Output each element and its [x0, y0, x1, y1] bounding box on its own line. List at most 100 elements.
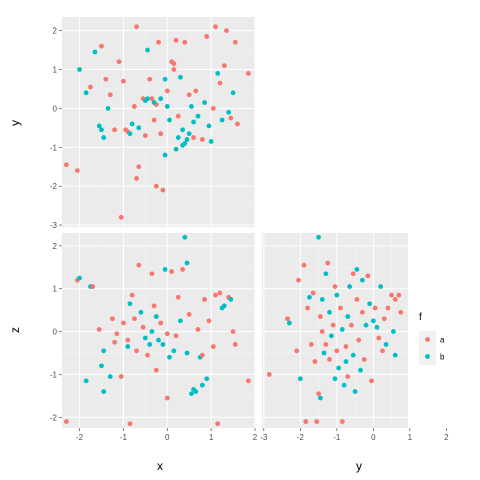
point-b: [188, 104, 194, 109]
point-a: [232, 342, 238, 347]
point-b: [286, 320, 292, 326]
point-b: [383, 342, 389, 347]
point-a: [129, 292, 135, 298]
point-b: [167, 354, 172, 360]
point-a: [246, 70, 251, 76]
point-b: [228, 297, 234, 302]
legend-label-b: b: [440, 353, 445, 362]
point-a: [175, 113, 181, 119]
point-a: [294, 348, 300, 354]
point-b: [204, 376, 210, 382]
point-a: [149, 96, 155, 102]
point-b: [77, 67, 82, 72]
point-a: [173, 333, 179, 339]
point-a: [186, 92, 192, 98]
x-tick-label: 2: [444, 433, 449, 442]
point-b: [318, 395, 323, 401]
point-a: [356, 337, 362, 343]
panel-z-vs-x: -2 -1 0 1 2 -2 -1 0 1 2: [50, 233, 258, 442]
point-b: [339, 327, 345, 332]
point-a: [213, 24, 218, 30]
point-a: [164, 88, 170, 94]
point-a: [131, 316, 137, 322]
point-a: [90, 284, 96, 289]
y-tick-label: -2: [50, 413, 58, 422]
y-tick-label: -2: [50, 182, 58, 191]
point-b: [316, 234, 321, 240]
point-a: [221, 63, 227, 69]
point-b: [184, 350, 190, 356]
point-b: [184, 137, 190, 142]
x-tick-label: 2: [253, 433, 258, 442]
point-b: [208, 139, 214, 144]
point-b: [162, 267, 168, 272]
point-a: [193, 88, 199, 94]
point-b: [184, 260, 190, 266]
point-b: [96, 123, 102, 129]
point-a: [350, 271, 356, 277]
point-b: [77, 275, 82, 281]
point-b: [350, 352, 356, 358]
point-a: [376, 335, 382, 341]
point-a: [134, 348, 139, 354]
point-a: [74, 168, 80, 174]
point-b: [164, 104, 170, 109]
point-a: [215, 421, 221, 427]
point-a: [112, 127, 118, 133]
point-a: [334, 348, 340, 354]
point-a: [296, 277, 301, 283]
point-b: [145, 47, 150, 53]
point-b: [391, 329, 396, 334]
point-b: [158, 96, 164, 102]
y-tick-label: 2: [53, 27, 58, 36]
point-a: [228, 115, 234, 121]
point-b: [297, 376, 303, 382]
point-b: [221, 303, 227, 309]
point-a: [210, 344, 216, 349]
point-b: [307, 294, 312, 300]
point-a: [325, 260, 331, 266]
point-a: [396, 292, 402, 298]
point-b: [215, 70, 221, 76]
point-b: [83, 378, 89, 384]
point-b: [182, 234, 188, 240]
point-b: [343, 359, 349, 364]
point-a: [131, 104, 137, 109]
point-a: [323, 342, 329, 347]
legend-swatch-a: [425, 337, 430, 342]
point-a: [63, 162, 69, 168]
point-a: [180, 267, 186, 272]
x-tick-label: 1: [209, 433, 214, 442]
point-b: [127, 301, 133, 307]
point-b: [125, 344, 131, 349]
point-b: [347, 284, 352, 289]
point-a: [354, 297, 360, 302]
y-axis-title-2: z: [8, 327, 22, 333]
point-a: [99, 43, 104, 49]
point-a: [171, 67, 177, 72]
point-a: [173, 37, 179, 43]
point-b: [332, 376, 338, 382]
point-a: [285, 316, 290, 322]
point-a: [349, 322, 354, 328]
point-b: [180, 127, 186, 133]
point-b: [354, 267, 360, 272]
point-b: [178, 74, 183, 80]
point-a: [118, 374, 124, 379]
y-tick-label: 2: [53, 242, 58, 251]
point-a: [345, 374, 351, 379]
point-b: [392, 352, 398, 358]
point-a: [316, 391, 321, 397]
point-a: [330, 322, 336, 328]
point-a: [339, 419, 345, 424]
x-tick-label: -1: [333, 433, 341, 442]
point-b: [334, 292, 340, 298]
y-tick-label: 1: [53, 66, 58, 75]
point-a: [318, 314, 323, 319]
legend: f ab: [419, 312, 445, 365]
point-b: [336, 365, 342, 371]
point-b: [83, 90, 89, 96]
point-b: [162, 152, 168, 158]
point-b: [101, 389, 107, 394]
point-a: [112, 339, 118, 345]
